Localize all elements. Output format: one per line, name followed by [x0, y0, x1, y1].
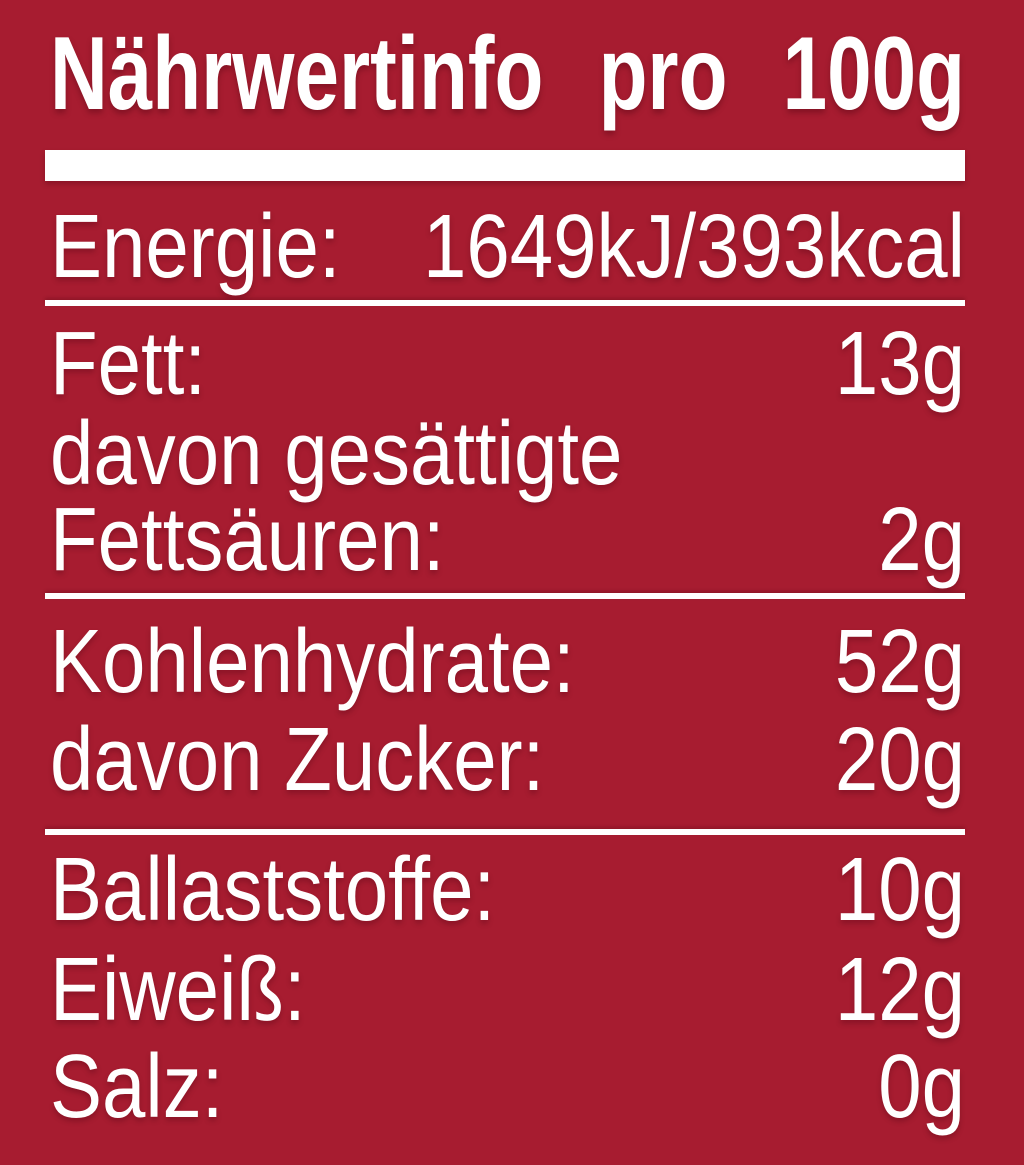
- row-value: 2g: [878, 488, 965, 590]
- row-salz: Salz: 0g: [50, 1041, 965, 1131]
- section-divider: [45, 593, 965, 599]
- row-label: Fettsäuren:: [50, 488, 445, 590]
- row-value: 1649kJ/393kcal: [422, 195, 965, 297]
- row-label: Fett:: [50, 312, 207, 414]
- title-word-naehrwertinfo: Nährwertinfo: [50, 15, 544, 132]
- row-eiweiss: Eiweiß: 12g: [50, 944, 965, 1034]
- row-davon-gesaettigte: davon gesättigte: [50, 408, 965, 498]
- title-word-pro: pro: [598, 15, 728, 132]
- section-divider: [45, 300, 965, 306]
- row-label: davon Zucker:: [50, 708, 545, 810]
- row-label: Eiweiß:: [50, 938, 306, 1040]
- row-value: 13g: [834, 312, 965, 414]
- row-value: 20g: [834, 708, 965, 810]
- row-value: 10g: [834, 838, 965, 940]
- row-label: Kohlenhydrate:: [50, 610, 575, 712]
- row-label: Energie:: [50, 195, 341, 297]
- title-separator-bar: [45, 150, 965, 181]
- row-ballaststoffe: Ballaststoffe: 10g: [50, 844, 965, 934]
- row-davon-zucker: davon Zucker: 20g: [50, 714, 965, 804]
- row-value: 0g: [878, 1035, 965, 1137]
- row-label: Salz:: [50, 1035, 224, 1137]
- row-energie: Energie: 1649kJ/393kcal: [50, 201, 965, 291]
- row-label: Ballaststoffe:: [50, 838, 496, 940]
- row-kohlenhydrate: Kohlenhydrate: 52g: [50, 616, 965, 706]
- row-value: 12g: [834, 938, 965, 1040]
- row-label: davon gesättigte: [50, 402, 623, 504]
- section-divider: [45, 829, 965, 835]
- row-value: 52g: [834, 610, 965, 712]
- row-fettsaeuren: Fettsäuren: 2g: [50, 494, 965, 584]
- row-fett: Fett: 13g: [50, 318, 965, 408]
- title-word-100g: 100g: [782, 15, 965, 132]
- label-title: Nährwertinfo pro 100g: [50, 21, 965, 125]
